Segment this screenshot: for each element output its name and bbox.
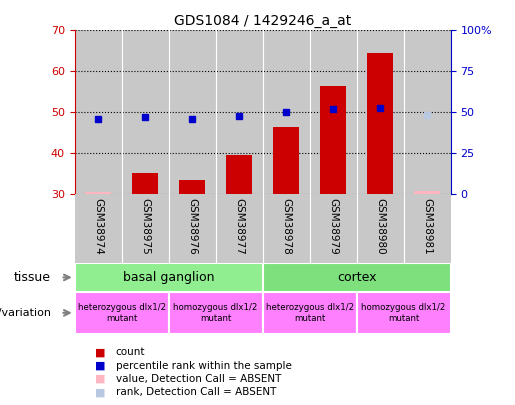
- Bar: [75, 263, 263, 292]
- Bar: [367, 53, 393, 194]
- Text: GSM38980: GSM38980: [375, 198, 385, 254]
- Bar: [132, 173, 158, 194]
- Text: heterozygous dlx1/2
mutant: heterozygous dlx1/2 mutant: [266, 303, 354, 322]
- Text: count: count: [116, 347, 145, 357]
- Text: cortex: cortex: [337, 271, 376, 284]
- Bar: [168, 292, 263, 334]
- Title: GDS1084 / 1429246_a_at: GDS1084 / 1429246_a_at: [174, 14, 351, 28]
- Text: GSM38981: GSM38981: [422, 198, 432, 255]
- Bar: [179, 180, 205, 194]
- Bar: [356, 292, 451, 334]
- Text: GSM38974: GSM38974: [93, 198, 103, 255]
- Bar: [85, 192, 111, 194]
- Text: GSM38979: GSM38979: [328, 198, 338, 255]
- Text: homozygous dlx1/2
mutant: homozygous dlx1/2 mutant: [362, 303, 446, 322]
- Bar: [226, 156, 252, 194]
- Bar: [263, 292, 356, 334]
- Bar: [75, 292, 168, 334]
- Text: heterozygous dlx1/2
mutant: heterozygous dlx1/2 mutant: [78, 303, 166, 322]
- Text: GSM38978: GSM38978: [281, 198, 291, 255]
- Text: genotype/variation: genotype/variation: [0, 308, 51, 318]
- Bar: [320, 86, 346, 194]
- Text: ■: ■: [95, 361, 106, 371]
- Text: basal ganglion: basal ganglion: [123, 271, 214, 284]
- Text: ■: ■: [95, 388, 106, 397]
- Text: GSM38977: GSM38977: [234, 198, 244, 255]
- Bar: [414, 191, 440, 194]
- Text: ■: ■: [95, 347, 106, 357]
- Text: GSM38975: GSM38975: [140, 198, 150, 255]
- Text: GSM38976: GSM38976: [187, 198, 197, 255]
- Bar: [263, 263, 451, 292]
- Text: ■: ■: [95, 374, 106, 384]
- Text: rank, Detection Call = ABSENT: rank, Detection Call = ABSENT: [116, 388, 276, 397]
- Text: tissue: tissue: [14, 271, 51, 284]
- Bar: [273, 127, 299, 194]
- Text: homozygous dlx1/2
mutant: homozygous dlx1/2 mutant: [174, 303, 258, 322]
- Text: value, Detection Call = ABSENT: value, Detection Call = ABSENT: [116, 374, 281, 384]
- Text: percentile rank within the sample: percentile rank within the sample: [116, 361, 292, 371]
